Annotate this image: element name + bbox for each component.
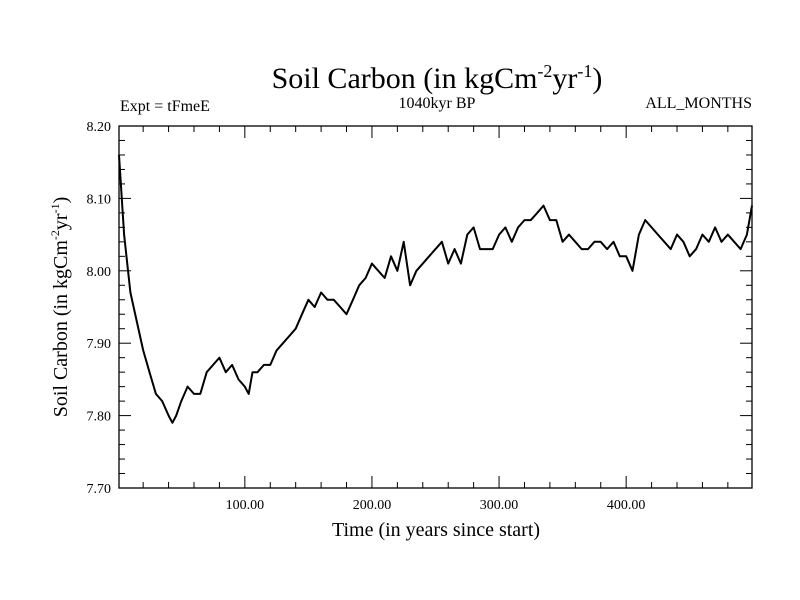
y-tick-label: 7.90 (87, 337, 112, 352)
x-axis-title: Time (in years since start) (332, 519, 540, 541)
experiment-label: Expt = tFmeE (120, 98, 210, 115)
period-label: 1040kyr BP (399, 95, 476, 112)
ylabel-superscript-1: -2 (48, 230, 62, 240)
y-tick-label: 8.20 (87, 120, 112, 135)
chart-title: Soil Carbon (in kgCm-2yr-1) (272, 61, 603, 95)
y-axis-title: Soil Carbon (in kgCm-2yr-1) (48, 197, 72, 418)
y-tick-label: 8.10 (87, 192, 112, 207)
ylabel-text-main: Soil Carbon (in kgCm (50, 240, 72, 418)
ylabel-superscript-2: -1 (48, 203, 62, 213)
months-label: ALL_MONTHS (645, 95, 752, 112)
title-superscript-2: -1 (577, 61, 592, 81)
y-tick-label: 7.80 (87, 410, 112, 425)
x-tick-label: 300.00 (480, 498, 519, 513)
ylabel-text-end: ) (50, 197, 72, 204)
title-text-end: ) (592, 62, 602, 95)
title-superscript-1: -2 (537, 61, 552, 81)
axis-ticks-group (119, 125, 752, 489)
x-tick-label: 100.00 (226, 498, 265, 513)
x-tick-label: 400.00 (607, 498, 646, 513)
title-text-main: Soil Carbon (in kgCm (272, 62, 538, 95)
y-tick-label: 8.00 (87, 265, 112, 280)
x-tick-label: 200.00 (353, 498, 392, 513)
ylabel-text-mid: yr (50, 213, 72, 230)
plot-frame (118, 125, 753, 489)
series-line (118, 154, 753, 424)
y-tick-label: 7.70 (87, 482, 112, 497)
axis-tick-labels-group: 7.70 7.80 7.90 8.00 8.10 8.20 100.00 200.00 300.… (87, 120, 646, 513)
title-text-mid: yr (552, 62, 577, 95)
